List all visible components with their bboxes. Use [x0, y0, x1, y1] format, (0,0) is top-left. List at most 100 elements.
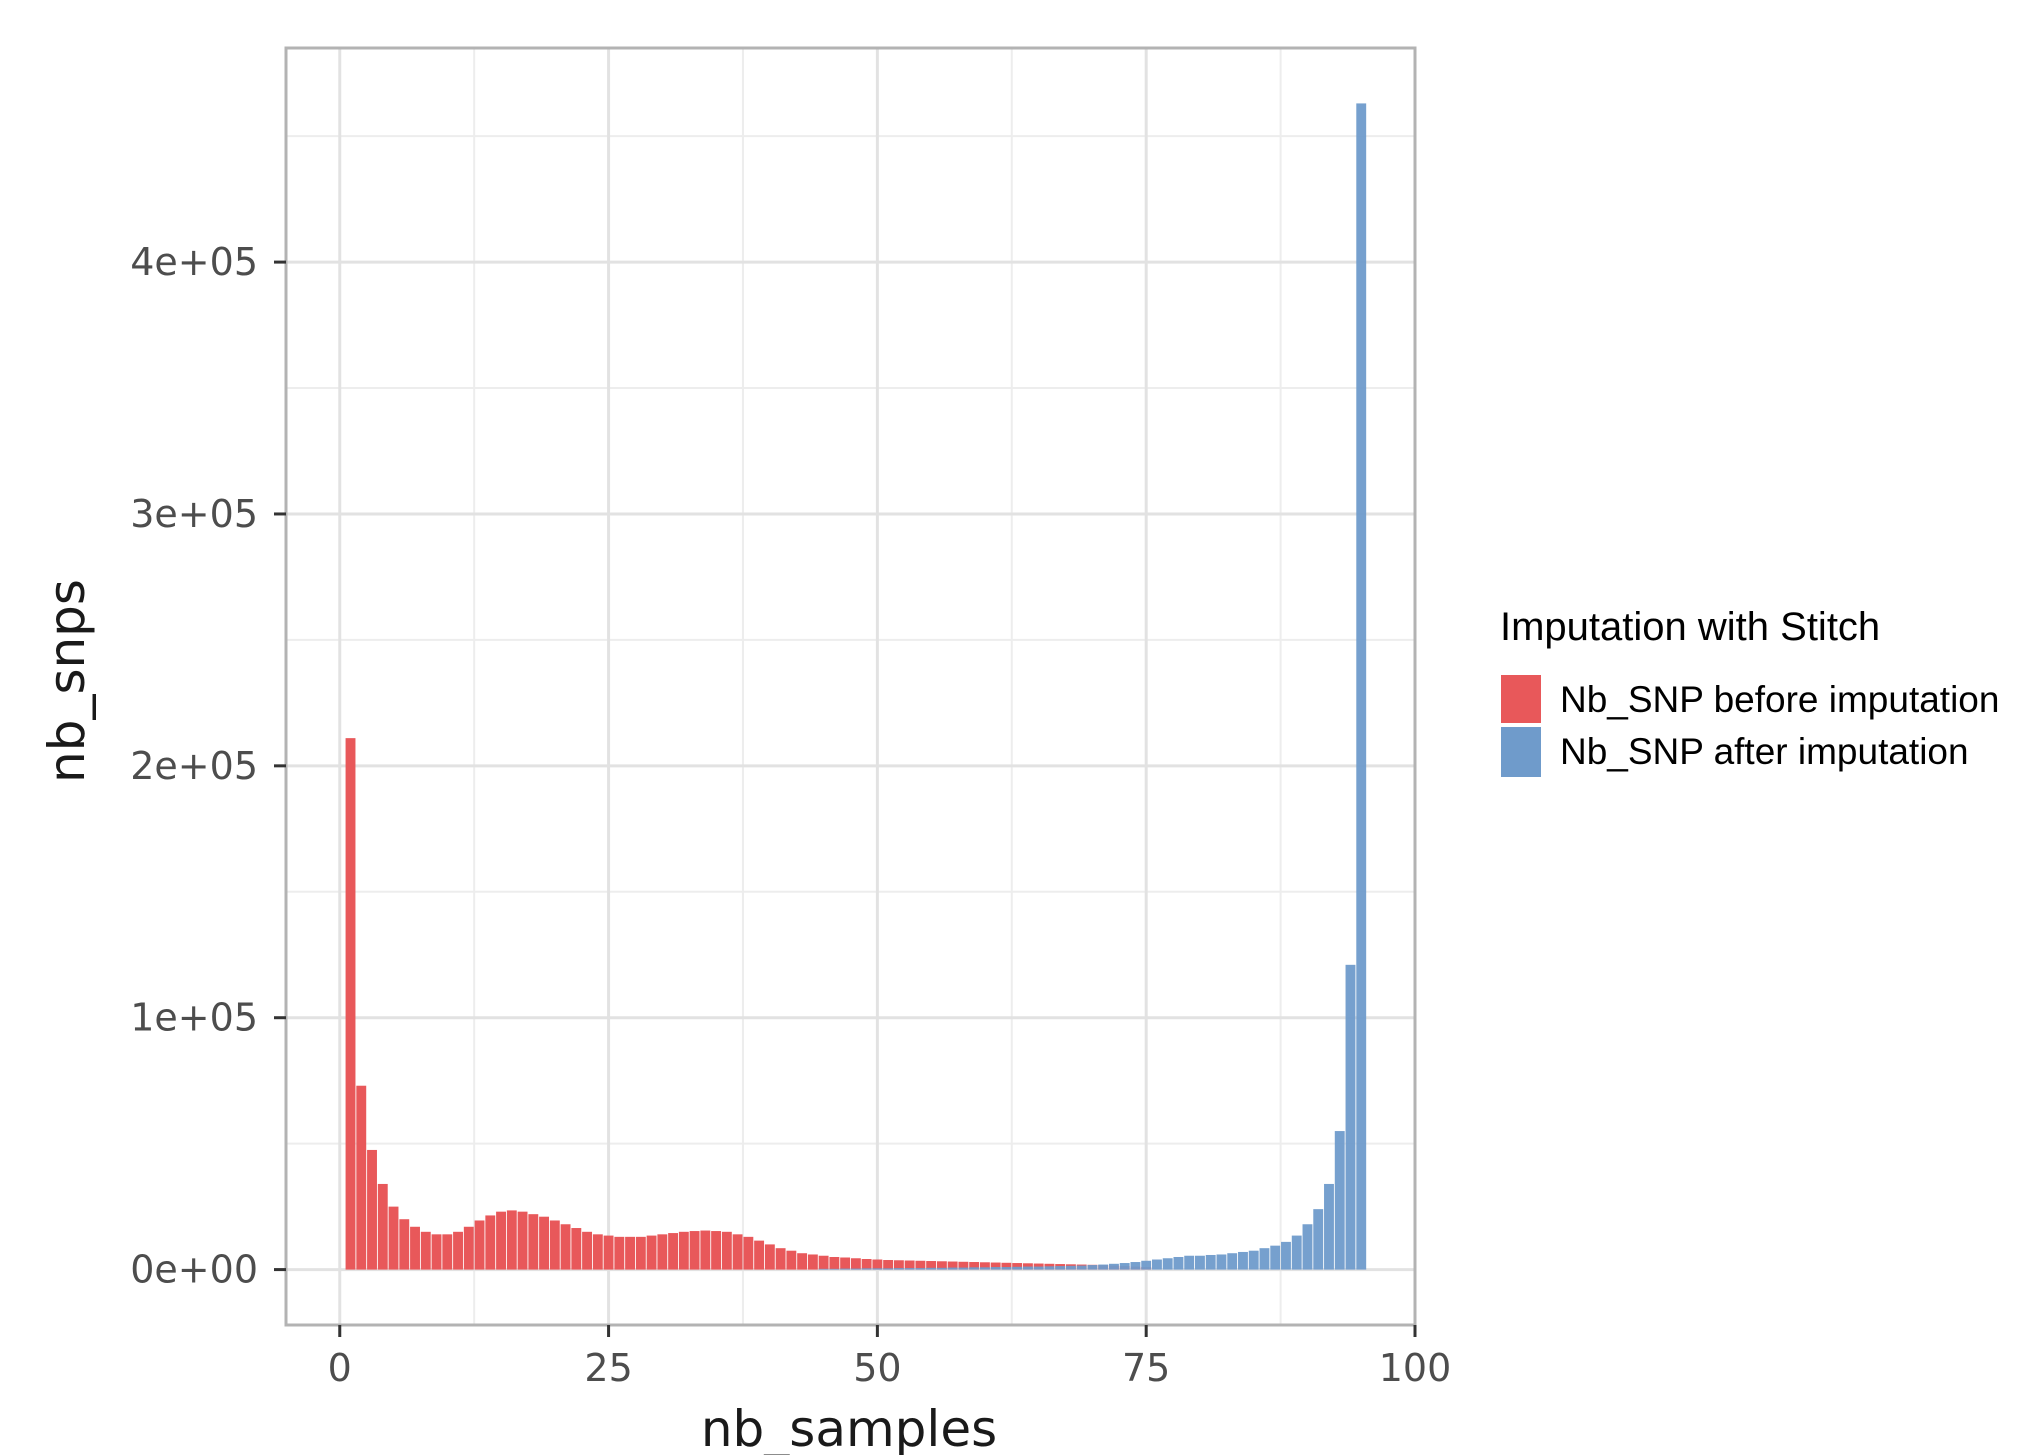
bar-before-imputation [893, 1260, 904, 1270]
bar-after-imputation [1270, 1245, 1281, 1270]
bar-before-imputation [646, 1235, 657, 1270]
bar-after-imputation [818, 1268, 829, 1270]
bar-before-imputation [442, 1234, 453, 1270]
bar-after-imputation [1076, 1265, 1087, 1270]
bar-before-imputation [829, 1256, 840, 1270]
bar-before-imputation [883, 1260, 894, 1270]
bar-before-imputation [539, 1216, 550, 1270]
bar-before-imputation [668, 1233, 679, 1270]
bar-before-imputation [926, 1261, 937, 1270]
bar-before-imputation [807, 1254, 818, 1270]
bar-after-imputation [1033, 1266, 1044, 1270]
bar-after-imputation [1238, 1251, 1248, 1270]
bar-after-imputation [1108, 1263, 1119, 1270]
bar-before-imputation [872, 1259, 883, 1270]
bar-after-imputation [1162, 1258, 1173, 1270]
bar-after-imputation [1195, 1255, 1205, 1270]
bar-after-imputation [915, 1268, 926, 1270]
bar-before-imputation [582, 1231, 593, 1270]
bar-after-imputation [893, 1268, 904, 1270]
bar-before-imputation [818, 1255, 829, 1270]
bar-before-imputation [732, 1234, 743, 1270]
plot-panel-border [284, 46, 1417, 1327]
bar-after-imputation [958, 1267, 969, 1270]
bar-before-imputation [990, 1262, 1001, 1270]
bar-before-imputation [764, 1244, 775, 1270]
bar-after-imputation [1216, 1254, 1227, 1270]
bar-before-imputation [635, 1236, 646, 1270]
bar-after-imputation [1119, 1263, 1130, 1270]
axis-tick-labels: 0e+00 1e+05 2e+05 3e+05 4e+05 0 25 50 75 100 [130, 240, 1451, 1390]
legend-label-after: Nb_SNP after imputation [1560, 731, 1969, 772]
bar-before-imputation [592, 1234, 603, 1270]
bar-before-imputation [485, 1215, 496, 1270]
bar-before-imputation [506, 1210, 517, 1270]
plot-panel-background [286, 48, 1415, 1325]
bar-before-imputation [453, 1231, 463, 1270]
bar-before-imputation [528, 1214, 539, 1270]
bar-before-imputation [625, 1236, 636, 1270]
bar-before-imputation [496, 1211, 506, 1270]
bar-before-imputation [775, 1248, 786, 1270]
bar-before-imputation [958, 1261, 969, 1270]
bar-before-imputation [657, 1234, 668, 1270]
bar-after-imputation [1173, 1256, 1184, 1270]
bar-after-imputation [1281, 1241, 1291, 1270]
bar-before-imputation [711, 1231, 722, 1270]
bar-after-imputation [1141, 1260, 1152, 1270]
bar-before-imputation [571, 1228, 582, 1270]
bar-before-imputation [936, 1261, 947, 1270]
axis-ticks [274, 260, 1417, 1337]
bar-after-imputation [1001, 1267, 1012, 1270]
bar-after-imputation [979, 1267, 990, 1270]
x-axis-title: nb_samples [701, 1400, 997, 1455]
bar-after-imputation [1184, 1255, 1195, 1270]
bar-before-imputation [388, 1206, 399, 1270]
bar-before-imputation [345, 738, 356, 1270]
legend-key-before [1501, 675, 1541, 723]
bar-after-imputation [936, 1267, 947, 1270]
bar-before-imputation [463, 1226, 474, 1270]
bar-before-imputation [947, 1261, 958, 1270]
bar-before-imputation [1001, 1262, 1012, 1270]
y-tick-label: 1e+05 [130, 996, 258, 1040]
bar-after-imputation [1356, 103, 1367, 1270]
bar-before-imputation [786, 1250, 797, 1270]
bars [345, 103, 1367, 1270]
bar-before-imputation [377, 1183, 388, 1270]
bar-after-imputation [1259, 1248, 1270, 1270]
bar-before-imputation [356, 1085, 367, 1270]
bar-before-imputation [979, 1262, 990, 1270]
bar-before-imputation [689, 1231, 700, 1270]
bar-after-imputation [1044, 1266, 1055, 1270]
bar-before-imputation [700, 1230, 711, 1270]
bar-before-imputation [474, 1220, 485, 1270]
x-tick-label: 100 [1379, 1346, 1452, 1390]
bar-before-imputation [1022, 1263, 1033, 1270]
bar-before-imputation [915, 1260, 926, 1270]
bar-after-imputation [1313, 1209, 1324, 1270]
x-tick-label: 0 [328, 1346, 352, 1390]
bar-after-imputation [872, 1268, 883, 1270]
y-tick-label: 0e+00 [130, 1248, 258, 1292]
bar-after-imputation [1130, 1262, 1141, 1270]
bar-before-imputation [560, 1224, 571, 1270]
bar-before-imputation [840, 1257, 851, 1270]
bar-after-imputation [1022, 1266, 1033, 1270]
bar-after-imputation [1151, 1259, 1162, 1270]
legend-key-after [1501, 727, 1541, 777]
bar-after-imputation [1065, 1265, 1076, 1270]
bar-after-imputation [926, 1267, 937, 1270]
bar-before-imputation [754, 1240, 765, 1270]
y-tick-label: 2e+05 [130, 744, 258, 788]
bar-after-imputation [1227, 1253, 1238, 1270]
bar-after-imputation [947, 1267, 958, 1270]
grid-lines [286, 48, 1417, 1325]
bar-before-imputation [603, 1235, 614, 1270]
bar-before-imputation [431, 1234, 442, 1270]
bar-before-imputation [1012, 1263, 1023, 1270]
bar-after-imputation [1205, 1254, 1216, 1270]
bar-after-imputation [1302, 1224, 1313, 1270]
bar-before-imputation [410, 1226, 420, 1270]
